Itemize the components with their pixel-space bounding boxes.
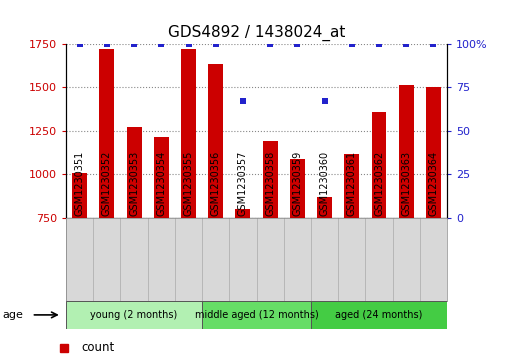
Text: young (2 months): young (2 months) [90, 310, 178, 320]
Bar [126, 127, 142, 348]
Bar [290, 159, 305, 348]
Title: GDS4892 / 1438024_at: GDS4892 / 1438024_at [168, 25, 345, 41]
Text: aged (24 months): aged (24 months) [335, 310, 423, 320]
Bar [371, 111, 387, 348]
Bar [72, 174, 87, 348]
Text: age: age [3, 310, 23, 320]
Bar [208, 64, 223, 348]
Bar [235, 209, 250, 348]
Text: middle aged (12 months): middle aged (12 months) [195, 310, 319, 320]
Bar [66, 301, 202, 329]
Bar [311, 301, 447, 329]
Bar [263, 141, 278, 348]
Bar [344, 154, 359, 348]
Bar [426, 87, 441, 348]
Bar [202, 301, 311, 329]
Bar [100, 49, 114, 348]
Text: count: count [81, 341, 115, 354]
Bar [317, 197, 332, 348]
Bar [399, 85, 414, 348]
Bar [181, 49, 196, 348]
Bar [154, 137, 169, 348]
